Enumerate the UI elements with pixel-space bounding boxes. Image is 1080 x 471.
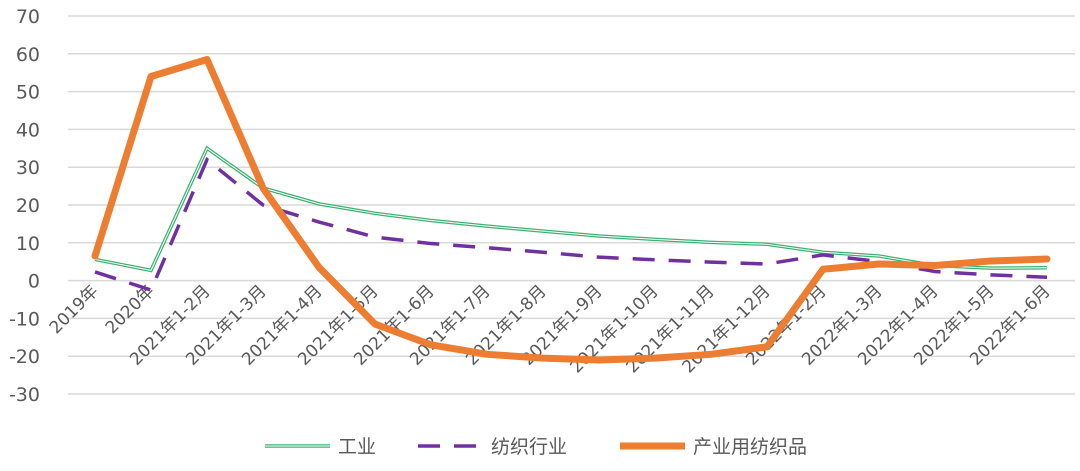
x-tick-label: 2019年 [46, 281, 103, 338]
series-line-1 [95, 160, 1047, 290]
legend-label: 产业用纺织品 [693, 436, 807, 458]
y-tick-label: 30 [16, 157, 40, 179]
legend-item: 工业 [265, 436, 376, 458]
legend-label: 纺织行业 [491, 436, 567, 458]
y-tick-label: -20 [9, 346, 40, 368]
y-tick-label: 50 [16, 82, 40, 104]
y-tick-label: -30 [9, 384, 40, 406]
y-tick-label: 40 [16, 119, 40, 141]
y-tick-label: 20 [16, 195, 40, 217]
y-tick-label: 10 [16, 233, 40, 255]
y-tick-label: 60 [16, 44, 40, 66]
legend-item: 产业用纺织品 [620, 436, 807, 458]
y-tick-label: 0 [28, 271, 40, 293]
legend-label: 工业 [338, 436, 376, 458]
y-tick-label: -10 [9, 308, 40, 330]
y-tick-label: 70 [16, 6, 40, 28]
legend-item: 纺织行业 [418, 436, 567, 458]
